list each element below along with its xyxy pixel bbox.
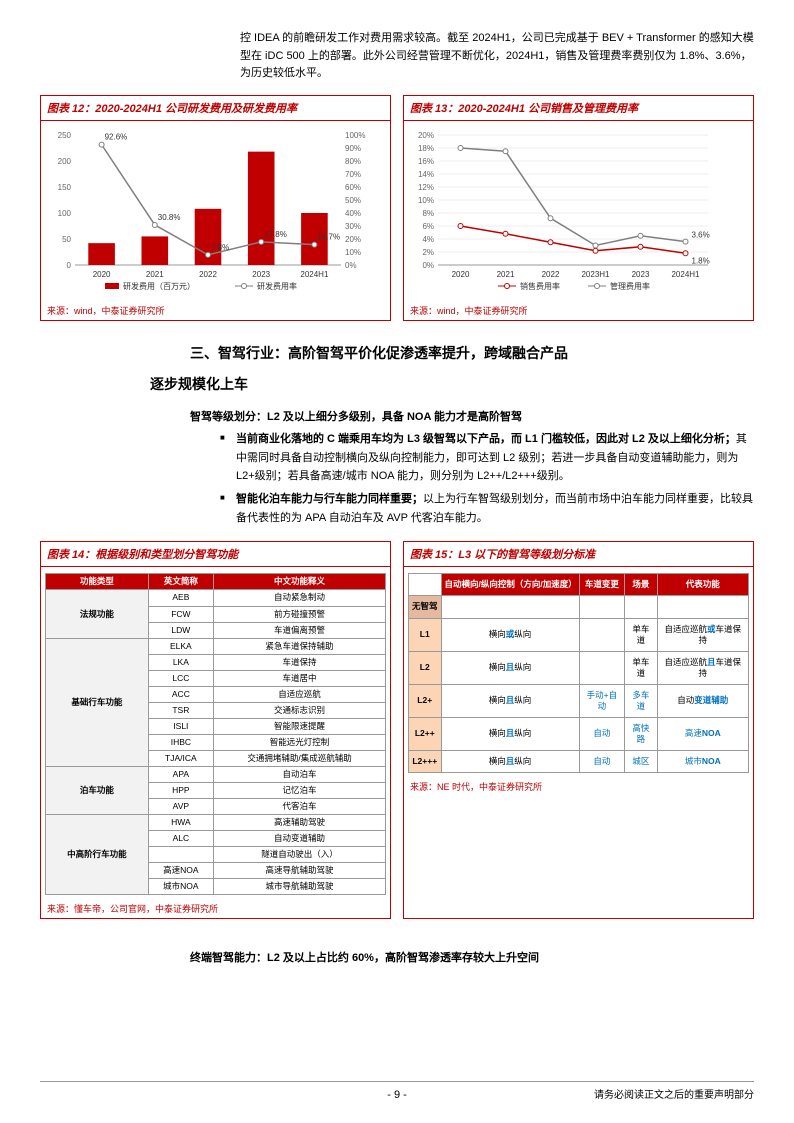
svg-text:2020: 2020 [452, 270, 470, 279]
table-14: 图表 14：根据级别和类型划分智驾功能 功能类型英文简称中文功能释义法规功能AE… [40, 541, 391, 919]
svg-text:2023H1: 2023H1 [581, 270, 610, 279]
svg-text:2%: 2% [422, 248, 434, 257]
svg-text:92.6%: 92.6% [105, 132, 128, 141]
svg-text:10%: 10% [418, 196, 434, 205]
svg-text:4%: 4% [422, 235, 434, 244]
table-14-title: 图表 14：根据级别和类型划分智驾功能 [41, 542, 390, 567]
svg-text:20%: 20% [345, 235, 361, 244]
svg-text:17.8%: 17.8% [264, 230, 287, 239]
svg-text:2022: 2022 [199, 270, 217, 279]
svg-text:2022: 2022 [542, 270, 560, 279]
chart-13-svg: 0% 2% 4% 6% 8% 10% 12% 14% 16% 18% 20% 2020 2021 2022… [408, 127, 738, 297]
svg-text:6%: 6% [422, 222, 434, 231]
svg-text:20%: 20% [418, 131, 434, 140]
final-line: 终端智驾能力：L2 及以上占比约 60%，高阶智驾渗透率存较大上升空间 [190, 949, 754, 965]
svg-text:2020: 2020 [93, 270, 111, 279]
svg-text:30.8%: 30.8% [158, 213, 181, 222]
svg-text:2021: 2021 [497, 270, 515, 279]
table-row: 图表 14：根据级别和类型划分智驾功能 功能类型英文简称中文功能释义法规功能AE… [40, 541, 754, 919]
footer-right: 请务必阅读正文之后的重要声明部分 [594, 1086, 754, 1101]
section-title-a: 三、智驾行业：高阶智驾平价化促渗透率提升，跨域融合产品 [190, 341, 754, 366]
svg-text:2021: 2021 [146, 270, 164, 279]
chart-12-svg: 0 50 100 150 200 250 0% 10% 20% 30% 40% 50% 60% 70% 80… [45, 127, 375, 297]
svg-text:250: 250 [58, 131, 72, 140]
table-15-source: 来源：NE 时代，中泰证券研究所 [404, 777, 753, 796]
svg-text:16%: 16% [418, 157, 434, 166]
svg-text:7.8%: 7.8% [211, 243, 229, 252]
svg-text:50%: 50% [345, 196, 361, 205]
svg-text:18%: 18% [418, 144, 434, 153]
svg-text:100%: 100% [345, 131, 365, 140]
svg-text:2024H1: 2024H1 [300, 270, 329, 279]
bullet-list: 当前商业化落地的 C 端乘用车均为 L3 级智驾以下产品，而 L1 门槛较低，因… [220, 430, 754, 527]
table-14-source: 来源：懂车帝，公司官网，中泰证券研究所 [41, 899, 390, 918]
svg-text:2023: 2023 [252, 270, 270, 279]
chart-12-title: 图表 12：2020-2024H1 公司研发费用及研发费用率 [41, 96, 390, 121]
svg-text:10%: 10% [345, 248, 361, 257]
chart-12-source: 来源：wind，中泰证券研究所 [41, 301, 390, 320]
svg-text:90%: 90% [345, 144, 361, 153]
svg-text:研发费用（百万元）: 研发费用（百万元） [123, 281, 195, 291]
svg-text:30%: 30% [345, 222, 361, 231]
svg-text:50: 50 [62, 235, 71, 244]
sub-title: 智驾等级划分：L2 及以上细分多级别，具备 NOA 能力才是高阶智驾 [190, 408, 754, 424]
svg-text:15.7%: 15.7% [317, 232, 340, 241]
table-14-body: 功能类型英文简称中文功能释义法规功能AEB自动紧急制动FCW前方碰撞预警LDW车… [45, 573, 386, 895]
footer: 请务必阅读正文之后的重要声明部分 [40, 1081, 754, 1101]
chart-13-title: 图表 13：2020-2024H1 公司销售及管理费用率 [404, 96, 753, 121]
svg-text:研发费用率: 研发费用率 [257, 281, 297, 291]
svg-text:100: 100 [58, 209, 72, 218]
table-15-body: 自动横向/纵向控制（方向/加速度）车道变更场景代表功能无智驾L1横向或纵向单车道… [408, 573, 749, 773]
intro-paragraph: 控 IDEA 的前瞻研发工作对费用需求较高。截至 2024H1，公司已完成基于 … [240, 30, 754, 83]
svg-text:200: 200 [58, 157, 72, 166]
chart-row-1: 图表 12：2020-2024H1 公司研发费用及研发费用率 0 50 100 150… [40, 95, 754, 321]
svg-text:70%: 70% [345, 170, 361, 179]
svg-text:40%: 40% [345, 209, 361, 218]
svg-text:销售费用率: 销售费用率 [520, 281, 560, 291]
svg-text:0%: 0% [345, 261, 357, 270]
bullet-2: 智能化泊车能力与行车能力同样重要；以上为行车智驾级别划分，而当前市场中泊车能力同… [220, 490, 754, 527]
svg-text:0%: 0% [422, 261, 434, 270]
svg-text:80%: 80% [345, 157, 361, 166]
svg-text:2023: 2023 [632, 270, 650, 279]
svg-text:60%: 60% [345, 183, 361, 192]
svg-text:8%: 8% [422, 209, 434, 218]
chart-13: 图表 13：2020-2024H1 公司销售及管理费用率 0% 2% 4% 6% 8% 1… [403, 95, 754, 321]
section-title-b: 逐步规模化上车 [150, 374, 754, 394]
svg-text:150: 150 [58, 183, 72, 192]
svg-text:12%: 12% [418, 183, 434, 192]
table-15-title: 图表 15：L3 以下的智驾等级划分标准 [404, 542, 753, 567]
table-15: 图表 15：L3 以下的智驾等级划分标准 自动横向/纵向控制（方向/加速度）车道… [403, 541, 754, 919]
bullet-1: 当前商业化落地的 C 端乘用车均为 L3 级智驾以下产品，而 L1 门槛较低，因… [220, 430, 754, 486]
chart-12: 图表 12：2020-2024H1 公司研发费用及研发费用率 0 50 100 150… [40, 95, 391, 321]
svg-text:1.8%: 1.8% [692, 256, 710, 265]
svg-text:14%: 14% [418, 170, 434, 179]
svg-text:管理费用率: 管理费用率 [610, 281, 650, 291]
svg-text:3.6%: 3.6% [692, 230, 710, 239]
svg-text:0: 0 [67, 261, 72, 270]
chart-13-source: 来源：wind，中泰证券研究所 [404, 301, 753, 320]
svg-text:2024H1: 2024H1 [671, 270, 700, 279]
